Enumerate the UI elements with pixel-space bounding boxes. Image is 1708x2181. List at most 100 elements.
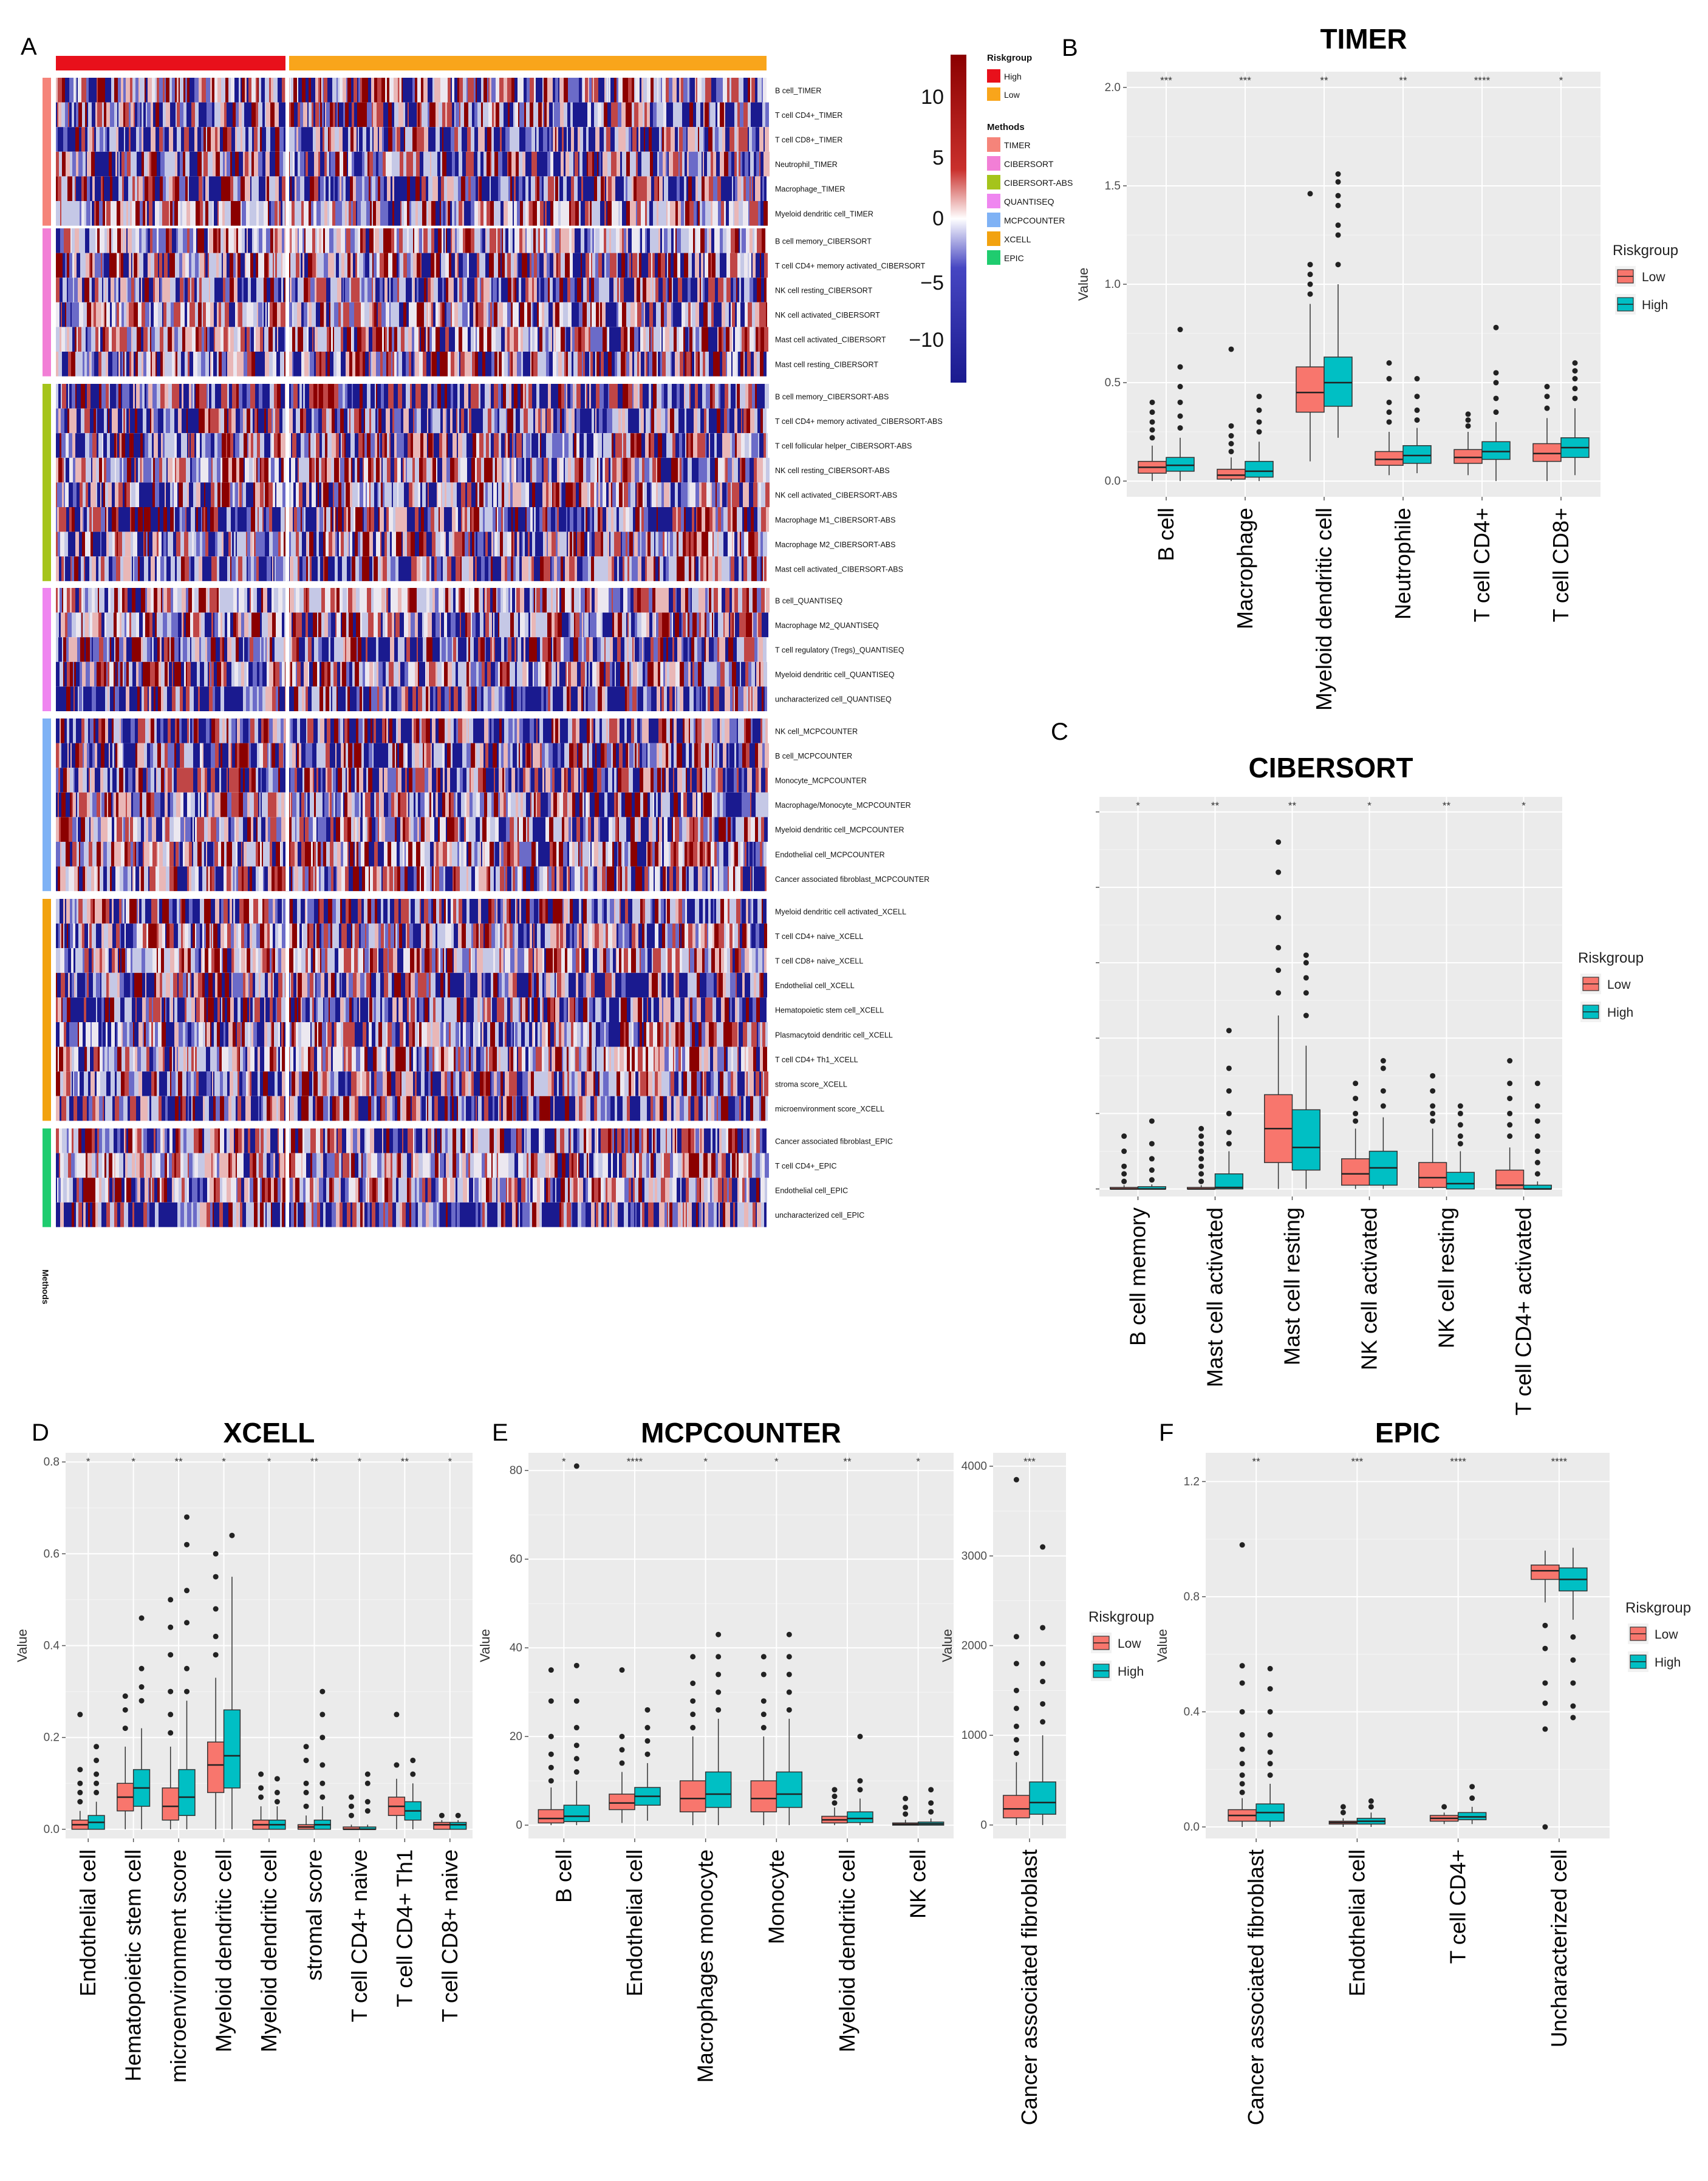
heatmap-cell [309, 457, 312, 483]
heatmap-cell [186, 457, 190, 483]
heatmap-cell [363, 201, 366, 226]
heatmap-cell [745, 352, 747, 377]
heatmap-cell [138, 151, 142, 177]
heatmap-cell [174, 102, 176, 128]
heatmap-cell [315, 278, 316, 302]
heatmap-cell [420, 482, 422, 507]
heatmap-cell [763, 201, 768, 226]
heatmap-cell [751, 176, 752, 201]
heatmap-cell [372, 253, 374, 278]
heatmap-cell [665, 408, 668, 434]
heatmap-cell [132, 408, 135, 434]
heatmap-cell [441, 556, 443, 581]
heatmap-cell [318, 327, 321, 352]
heatmap-cell [577, 556, 579, 581]
heatmap-cell [256, 102, 258, 128]
heatmap-cell [303, 127, 307, 152]
heatmap-cell [203, 531, 205, 557]
heatmap-cell [403, 507, 407, 532]
heatmap-cell [245, 531, 246, 557]
heatmap-cell [551, 384, 553, 409]
heatmap-cell [681, 457, 683, 483]
heatmap-cell [532, 482, 535, 507]
heatmap-cell [239, 384, 242, 409]
heatmap-cell [191, 433, 194, 458]
heatmap-cell [622, 433, 623, 458]
heatmap-cell [274, 278, 278, 302]
heatmap-cell [628, 384, 632, 409]
heatmap-cell [608, 556, 609, 581]
heatmap-cell [174, 201, 178, 226]
heatmap-cell [101, 384, 106, 409]
heatmap-cell [398, 253, 400, 278]
heatmap-cell [752, 127, 756, 152]
heatmap-cell [623, 78, 625, 103]
heatmap-cell [209, 253, 212, 278]
heatmap-cell [569, 556, 572, 581]
heatmap-cell [355, 384, 360, 409]
heatmap-cell [483, 433, 486, 458]
heatmap-cell [99, 384, 101, 409]
heatmap-cell [309, 78, 311, 103]
heatmap-cell [667, 302, 671, 327]
heatmap-cell [282, 78, 285, 103]
heatmap-cell [123, 102, 125, 128]
heatmap-cell [180, 531, 184, 557]
heatmap-cell [120, 201, 123, 226]
heatmap-cell [471, 384, 475, 409]
heatmap-cell [595, 253, 598, 278]
heatmap-cell [677, 531, 678, 557]
heatmap-cell [87, 151, 91, 177]
heatmap-cell [615, 176, 617, 201]
heatmap-cell [502, 151, 506, 177]
heatmap-cell [72, 278, 73, 302]
heatmap-cell [544, 176, 548, 201]
heatmap-cell [726, 352, 727, 377]
heatmap-cell [601, 102, 604, 128]
heatmap-cell [485, 176, 490, 201]
heatmap-cell [402, 352, 404, 377]
heatmap-cell [112, 327, 116, 352]
heatmap-cell [437, 556, 441, 581]
heatmap-cell [491, 78, 496, 103]
heatmap-cell [336, 228, 341, 253]
heatmap-cell [763, 408, 767, 434]
heatmap-cell [400, 531, 401, 557]
heatmap-cell [219, 228, 220, 253]
heatmap-cell [170, 408, 174, 434]
heatmap-cell [412, 278, 413, 302]
heatmap-cell [715, 278, 718, 302]
heatmap-cell [155, 352, 157, 377]
heatmap-cell [549, 127, 552, 152]
heatmap-cell [528, 102, 530, 128]
heatmap-cell [359, 253, 363, 278]
heatmap-cell [413, 433, 416, 458]
heatmap-cell [686, 278, 688, 302]
heatmap-cell [276, 507, 278, 532]
heatmap-cell [169, 176, 173, 201]
heatmap-cell [581, 201, 585, 226]
heatmap-cell [483, 151, 487, 177]
heatmap-cell [598, 327, 603, 352]
heatmap-cell [193, 384, 194, 409]
heatmap-cell [750, 408, 754, 434]
heatmap-cell [718, 278, 719, 302]
heatmap-cell [82, 102, 85, 128]
heatmap-cell [179, 507, 180, 532]
heatmap-cell [131, 127, 134, 152]
heatmap-cell [92, 352, 94, 377]
heatmap-cell [228, 327, 229, 352]
heatmap-cell [324, 201, 327, 226]
heatmap-cell [577, 531, 581, 557]
heatmap-cell [142, 507, 143, 532]
heatmap-cell [269, 352, 270, 377]
heatmap-cell [418, 102, 420, 128]
heatmap-cell [87, 176, 90, 201]
heatmap-cell [691, 433, 693, 458]
heatmap-cell [301, 433, 303, 458]
heatmap-cell [553, 482, 556, 507]
heatmap-cell [582, 253, 586, 278]
heatmap-cell [200, 102, 204, 128]
heatmap-cell [444, 176, 447, 201]
heatmap-cell [431, 201, 436, 226]
